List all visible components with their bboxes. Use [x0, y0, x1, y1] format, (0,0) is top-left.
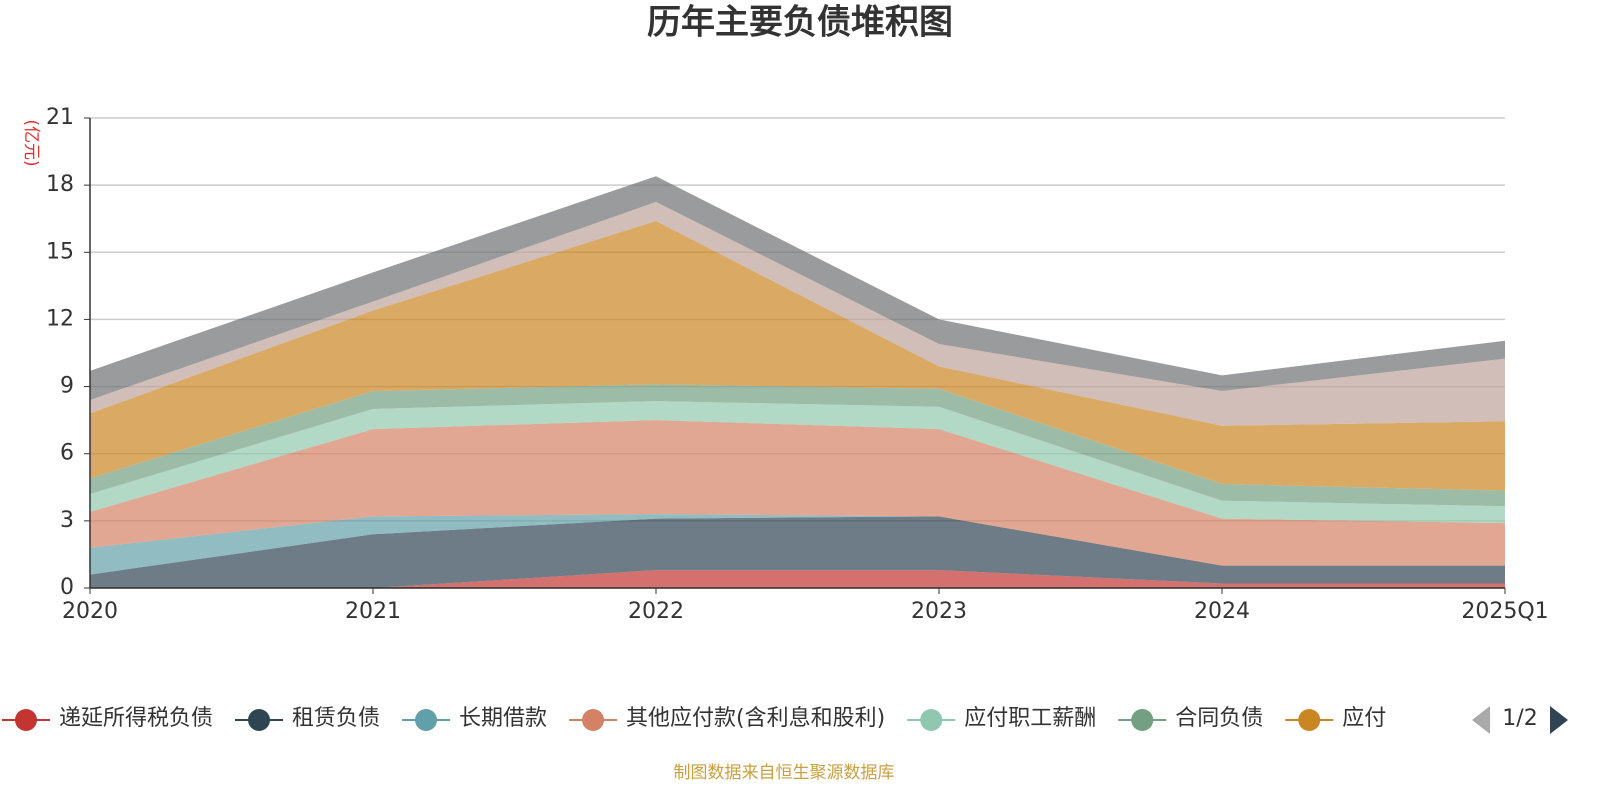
legend-next[interactable] [1550, 706, 1568, 734]
x-tick-label: 2024 [1194, 599, 1250, 624]
legend-label[interactable]: 应付职工薪酬 [964, 706, 1096, 731]
legend-label[interactable]: 租赁负债 [292, 706, 380, 731]
y-tick-label: 18 [46, 172, 74, 197]
y-tick-label: 6 [60, 441, 74, 466]
area [90, 176, 1505, 400]
x-tick-label: 2022 [628, 599, 684, 624]
x-tick-label: 2023 [911, 599, 967, 624]
y-tick-label: 9 [60, 374, 74, 399]
legend-label[interactable]: 其他应付款(含利息和股利) [626, 706, 885, 731]
legend-marker [415, 709, 438, 731]
y-axis-label: (亿元) [21, 119, 41, 166]
legend-marker [1131, 709, 1154, 731]
areas [90, 176, 1505, 588]
legend-label[interactable]: 合同负债 [1175, 706, 1263, 731]
legend-label[interactable]: 递延所得税负债 [59, 706, 213, 731]
area [90, 401, 1505, 524]
legend: 递延所得税负债 租赁负债 长期借款 其他应付款(含利息和股利) 应付职工薪酬 合同负债 应付 [2, 706, 1386, 731]
legend-marker [248, 709, 271, 731]
source-note: 制图数据来自恒生聚源数据库 [674, 763, 895, 783]
legend-page: 1/2 [1502, 706, 1537, 731]
legend-marker [582, 709, 605, 731]
y-tick-label: 0 [60, 575, 74, 600]
y-tick-label: 21 [46, 105, 74, 130]
legend-label[interactable]: 长期借款 [459, 706, 547, 731]
axes: 0 3 6 9 12 15 18 21 2020 2021 2022 2023 2024 2025Q1 [46, 105, 1549, 624]
area [90, 201, 1505, 426]
chart-title: 历年主要负债堆积图 [647, 3, 953, 43]
legend-marker [920, 709, 943, 731]
y-tick-label: 12 [46, 306, 74, 331]
area [90, 220, 1505, 491]
area [90, 514, 1505, 575]
area [90, 516, 1505, 588]
legend-label[interactable]: 应付 [1342, 706, 1386, 731]
legend-marker [15, 709, 37, 731]
y-tick-label: 3 [60, 508, 74, 533]
area [90, 420, 1505, 566]
area [90, 384, 1505, 507]
legend-prev[interactable] [1472, 706, 1490, 734]
y-tick-label: 15 [46, 239, 74, 264]
x-tick-label: 2025Q1 [1461, 599, 1548, 624]
x-tick-label: 2021 [345, 599, 401, 624]
legend-marker [1298, 709, 1321, 731]
x-tick-label: 2020 [62, 599, 118, 624]
